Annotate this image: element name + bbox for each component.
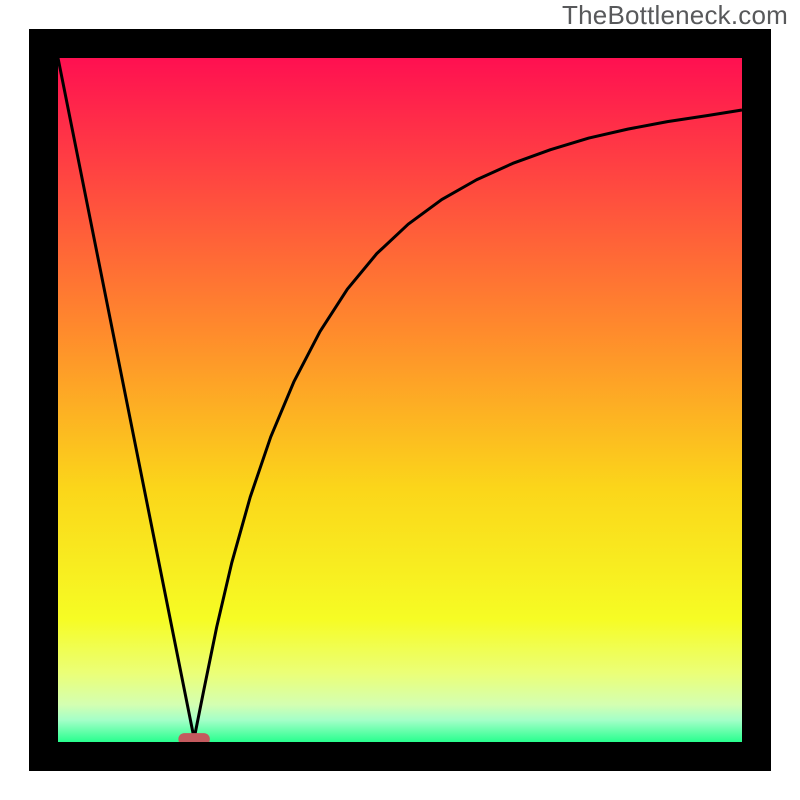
watermark-text: TheBottleneck.com (562, 0, 788, 31)
figure-container: TheBottleneck.com (0, 0, 800, 800)
plot-outer-frame (29, 29, 771, 771)
